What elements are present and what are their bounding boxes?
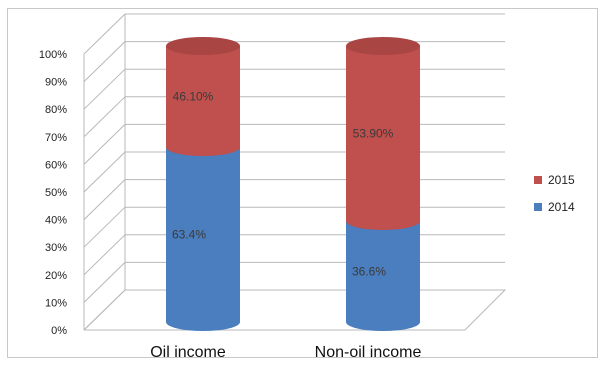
gridline-side — [83, 124, 126, 165]
bar-2015-0-body — [166, 46, 240, 157]
legend-swatch — [534, 203, 542, 211]
y-tick-label: 80% — [45, 104, 67, 116]
data-label-2014: 63.4% — [172, 228, 206, 242]
bar-2015-0-cap — [166, 37, 240, 55]
gridline-side — [83, 179, 126, 220]
y-tick-label: 90% — [45, 77, 67, 89]
gridline-side — [83, 262, 126, 303]
gridline-side — [83, 234, 126, 276]
labels-layer: 63.4% 46.10% 36.6% 53.90% — [172, 90, 394, 279]
bar-2015-1-body — [346, 46, 420, 230]
bar-2014-0-body — [166, 147, 240, 331]
gridline-side — [83, 96, 126, 138]
gridline-side — [83, 41, 126, 82]
y-tick-label: 40% — [45, 215, 67, 227]
y-tick-label: 60% — [45, 159, 67, 171]
bar-2015-1-cap — [346, 37, 420, 55]
legend-swatch — [534, 176, 542, 184]
axis-layer: 0% 10% 20% 30% 40% 50% 60% 70% 80% 90% 100% Oil inc… — [39, 49, 422, 361]
bar-2015-0 — [166, 37, 240, 157]
y-tick-label: 30% — [45, 242, 67, 254]
bar-2014-1-body — [346, 220, 420, 331]
floor-outline — [83, 289, 507, 331]
gridline-side — [83, 151, 126, 193]
y-tick-label: 0% — [51, 325, 67, 337]
data-label-2014: 36.6% — [352, 264, 386, 278]
data-label-2015: 53.90% — [353, 126, 394, 140]
bars-layer — [166, 37, 420, 331]
data-label-2015: 46.10% — [173, 90, 214, 104]
x-tick-label: Oil income — [150, 344, 226, 361]
gridline-side — [83, 13, 126, 55]
y-tick-label: 70% — [45, 132, 67, 144]
y-tick-label: 100% — [39, 49, 67, 61]
y-tick-label: 50% — [45, 187, 67, 199]
y-tick-label: 20% — [45, 270, 67, 282]
gridline-side — [83, 206, 126, 248]
bar-2015-1 — [346, 37, 420, 230]
x-tick-label: Non-oil income — [315, 344, 422, 361]
legend-label: 2015 — [548, 173, 575, 187]
y-tick-label: 10% — [45, 297, 67, 309]
gridline-side — [83, 68, 126, 110]
legend: 2015 2014 — [534, 173, 575, 214]
chart-frame — [7, 8, 598, 358]
legend-label: 2014 — [548, 200, 575, 214]
